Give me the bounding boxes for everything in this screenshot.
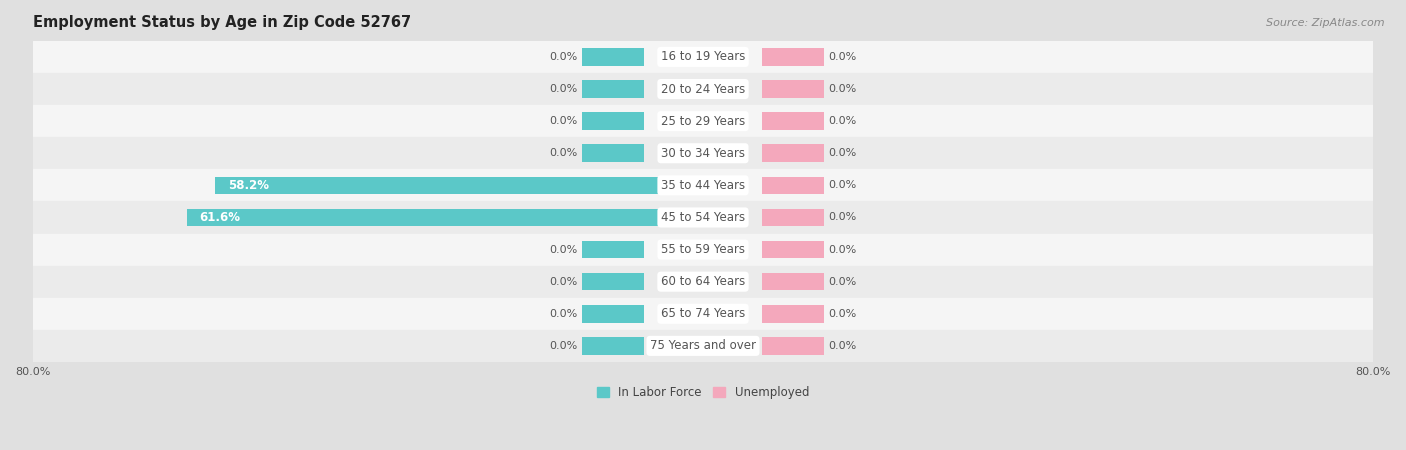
Bar bbox=[582, 48, 644, 66]
Bar bbox=[32, 73, 1374, 105]
Text: 30 to 34 Years: 30 to 34 Years bbox=[661, 147, 745, 160]
Text: 0.0%: 0.0% bbox=[828, 341, 856, 351]
Text: 0.0%: 0.0% bbox=[828, 309, 856, 319]
Text: 0.0%: 0.0% bbox=[550, 52, 578, 62]
Text: 0.0%: 0.0% bbox=[828, 212, 856, 222]
Bar bbox=[582, 144, 644, 162]
Bar bbox=[32, 105, 1374, 137]
Bar bbox=[582, 112, 644, 130]
Text: 25 to 29 Years: 25 to 29 Years bbox=[661, 115, 745, 128]
Bar bbox=[582, 80, 644, 98]
Text: 0.0%: 0.0% bbox=[828, 52, 856, 62]
Bar bbox=[32, 234, 1374, 266]
Legend: In Labor Force, Unemployed: In Labor Force, Unemployed bbox=[592, 382, 814, 404]
Text: 45 to 54 Years: 45 to 54 Years bbox=[661, 211, 745, 224]
Bar bbox=[762, 144, 824, 162]
Text: 0.0%: 0.0% bbox=[828, 84, 856, 94]
Bar bbox=[32, 298, 1374, 330]
Text: 16 to 19 Years: 16 to 19 Years bbox=[661, 50, 745, 63]
Bar bbox=[32, 169, 1374, 202]
Bar bbox=[762, 176, 824, 194]
Bar bbox=[32, 202, 1374, 234]
Text: 0.0%: 0.0% bbox=[828, 180, 856, 190]
Bar bbox=[582, 241, 644, 258]
Text: 75 Years and over: 75 Years and over bbox=[650, 339, 756, 352]
Bar bbox=[582, 305, 644, 323]
Text: 0.0%: 0.0% bbox=[550, 277, 578, 287]
Text: 0.0%: 0.0% bbox=[828, 148, 856, 158]
Text: 60 to 64 Years: 60 to 64 Years bbox=[661, 275, 745, 288]
Text: 35 to 44 Years: 35 to 44 Years bbox=[661, 179, 745, 192]
Text: 0.0%: 0.0% bbox=[550, 309, 578, 319]
Text: 0.0%: 0.0% bbox=[550, 148, 578, 158]
Text: 0.0%: 0.0% bbox=[550, 244, 578, 255]
Bar bbox=[762, 337, 824, 355]
Bar bbox=[32, 137, 1374, 169]
Text: Employment Status by Age in Zip Code 52767: Employment Status by Age in Zip Code 527… bbox=[32, 15, 411, 30]
Text: 0.0%: 0.0% bbox=[550, 84, 578, 94]
Text: 61.6%: 61.6% bbox=[200, 211, 240, 224]
Bar bbox=[32, 266, 1374, 298]
Text: 0.0%: 0.0% bbox=[550, 116, 578, 126]
Text: 55 to 59 Years: 55 to 59 Years bbox=[661, 243, 745, 256]
Text: 0.0%: 0.0% bbox=[828, 277, 856, 287]
Bar bbox=[582, 273, 644, 291]
Text: Source: ZipAtlas.com: Source: ZipAtlas.com bbox=[1267, 18, 1385, 28]
Bar bbox=[762, 112, 824, 130]
Text: 58.2%: 58.2% bbox=[228, 179, 269, 192]
Bar bbox=[762, 80, 824, 98]
Bar bbox=[762, 209, 824, 226]
Bar bbox=[215, 176, 703, 194]
Text: 20 to 24 Years: 20 to 24 Years bbox=[661, 82, 745, 95]
Text: 0.0%: 0.0% bbox=[828, 116, 856, 126]
Bar bbox=[762, 241, 824, 258]
Bar bbox=[762, 48, 824, 66]
Text: 0.0%: 0.0% bbox=[550, 341, 578, 351]
Bar bbox=[32, 41, 1374, 73]
Bar bbox=[32, 330, 1374, 362]
Bar bbox=[762, 273, 824, 291]
Text: 65 to 74 Years: 65 to 74 Years bbox=[661, 307, 745, 320]
Text: 0.0%: 0.0% bbox=[828, 244, 856, 255]
Bar bbox=[187, 209, 703, 226]
Bar bbox=[582, 337, 644, 355]
Bar bbox=[762, 305, 824, 323]
